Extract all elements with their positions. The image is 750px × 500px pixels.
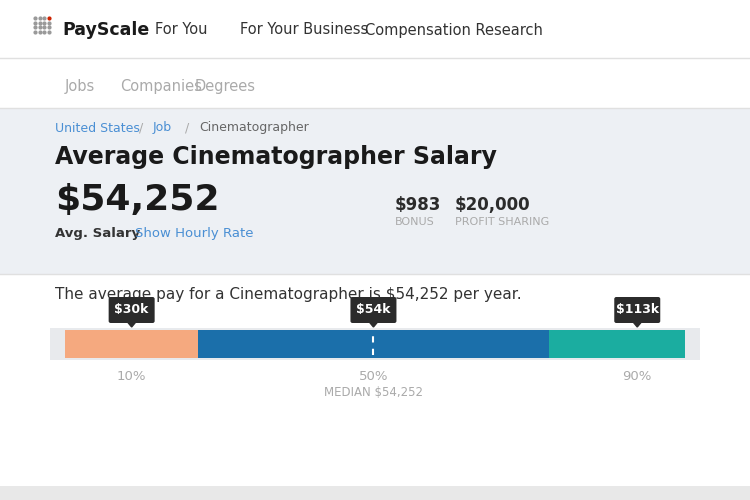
Polygon shape bbox=[632, 321, 642, 327]
Text: The average pay for a Cinematographer is $54,252 per year.: The average pay for a Cinematographer is… bbox=[55, 288, 522, 302]
Text: Degrees: Degrees bbox=[195, 80, 256, 94]
Text: MEDIAN $54,252: MEDIAN $54,252 bbox=[324, 386, 423, 400]
Text: Cinematographer: Cinematographer bbox=[199, 122, 309, 134]
FancyBboxPatch shape bbox=[198, 330, 548, 358]
Text: BONUS: BONUS bbox=[395, 217, 435, 227]
FancyBboxPatch shape bbox=[0, 109, 750, 274]
FancyBboxPatch shape bbox=[109, 297, 154, 323]
FancyBboxPatch shape bbox=[614, 297, 660, 323]
Text: 50%: 50% bbox=[358, 370, 388, 382]
Text: Avg. Salary: Avg. Salary bbox=[55, 226, 140, 239]
Text: For Your Business: For Your Business bbox=[240, 22, 368, 38]
Text: 10%: 10% bbox=[117, 370, 146, 382]
Text: /: / bbox=[135, 122, 147, 134]
Polygon shape bbox=[368, 321, 379, 327]
Text: $20,000: $20,000 bbox=[455, 196, 531, 214]
Text: PROFIT SHARING: PROFIT SHARING bbox=[455, 217, 549, 227]
Text: Show Hourly Rate: Show Hourly Rate bbox=[135, 226, 254, 239]
FancyBboxPatch shape bbox=[50, 328, 700, 360]
FancyBboxPatch shape bbox=[65, 330, 198, 358]
Text: $54,252: $54,252 bbox=[55, 183, 220, 217]
Text: Job: Job bbox=[153, 122, 172, 134]
FancyBboxPatch shape bbox=[0, 486, 750, 500]
Text: Jobs: Jobs bbox=[65, 80, 95, 94]
Text: PayScale: PayScale bbox=[62, 21, 149, 39]
Text: 90%: 90% bbox=[622, 370, 652, 382]
FancyBboxPatch shape bbox=[0, 0, 750, 60]
Text: Compensation Research: Compensation Research bbox=[365, 22, 543, 38]
FancyBboxPatch shape bbox=[350, 297, 397, 323]
Text: $54k: $54k bbox=[356, 304, 391, 316]
Text: United States: United States bbox=[55, 122, 140, 134]
Text: Average Cinematographer Salary: Average Cinematographer Salary bbox=[55, 145, 497, 169]
Text: /: / bbox=[181, 122, 194, 134]
Text: $113k: $113k bbox=[616, 304, 658, 316]
Text: For You: For You bbox=[155, 22, 208, 38]
FancyBboxPatch shape bbox=[548, 330, 685, 358]
Text: $30k: $30k bbox=[115, 304, 148, 316]
Text: Companies: Companies bbox=[120, 80, 202, 94]
Polygon shape bbox=[127, 321, 136, 327]
Text: $983: $983 bbox=[395, 196, 441, 214]
